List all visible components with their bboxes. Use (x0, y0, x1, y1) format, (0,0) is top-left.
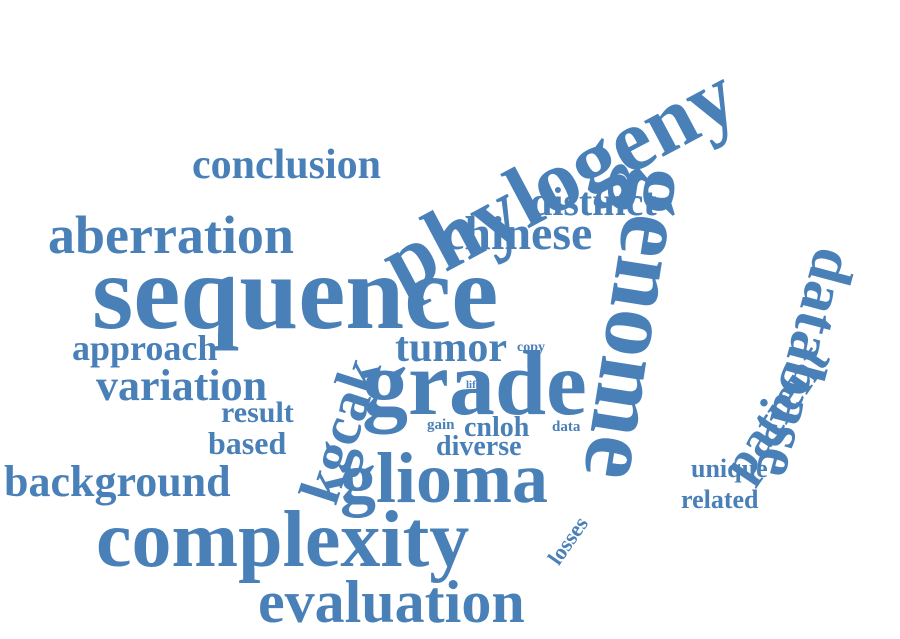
word-background: background (4, 457, 231, 506)
word-aberration: aberration (48, 205, 294, 265)
word-complexity: complexity (96, 496, 470, 584)
word-unique: unique (691, 454, 768, 483)
word-based: based (208, 425, 287, 461)
word-gain: gain (427, 417, 455, 433)
word-losses: losses (542, 511, 593, 570)
word-variation: variation (96, 361, 268, 410)
word-life: life (466, 379, 481, 391)
word-grade: grade (362, 332, 587, 434)
word-tumor: tumor (395, 325, 507, 371)
word-approach: approach (72, 328, 218, 368)
word-copy: copy (517, 340, 545, 355)
word-conclusion: conclusion (192, 142, 382, 188)
word-diverse: diverse (436, 431, 522, 462)
word-result: result (221, 396, 294, 429)
word-related: related (681, 485, 759, 514)
word-data: data (552, 419, 581, 435)
word-distinct: distinct (530, 179, 657, 224)
word-evaluation: evaluation (258, 569, 525, 635)
word-sequence: sequence (92, 234, 499, 351)
word-glioma: glioma (340, 438, 548, 518)
word-cnloh: cnloh (464, 412, 530, 443)
word-chinese: chinese (443, 207, 593, 260)
